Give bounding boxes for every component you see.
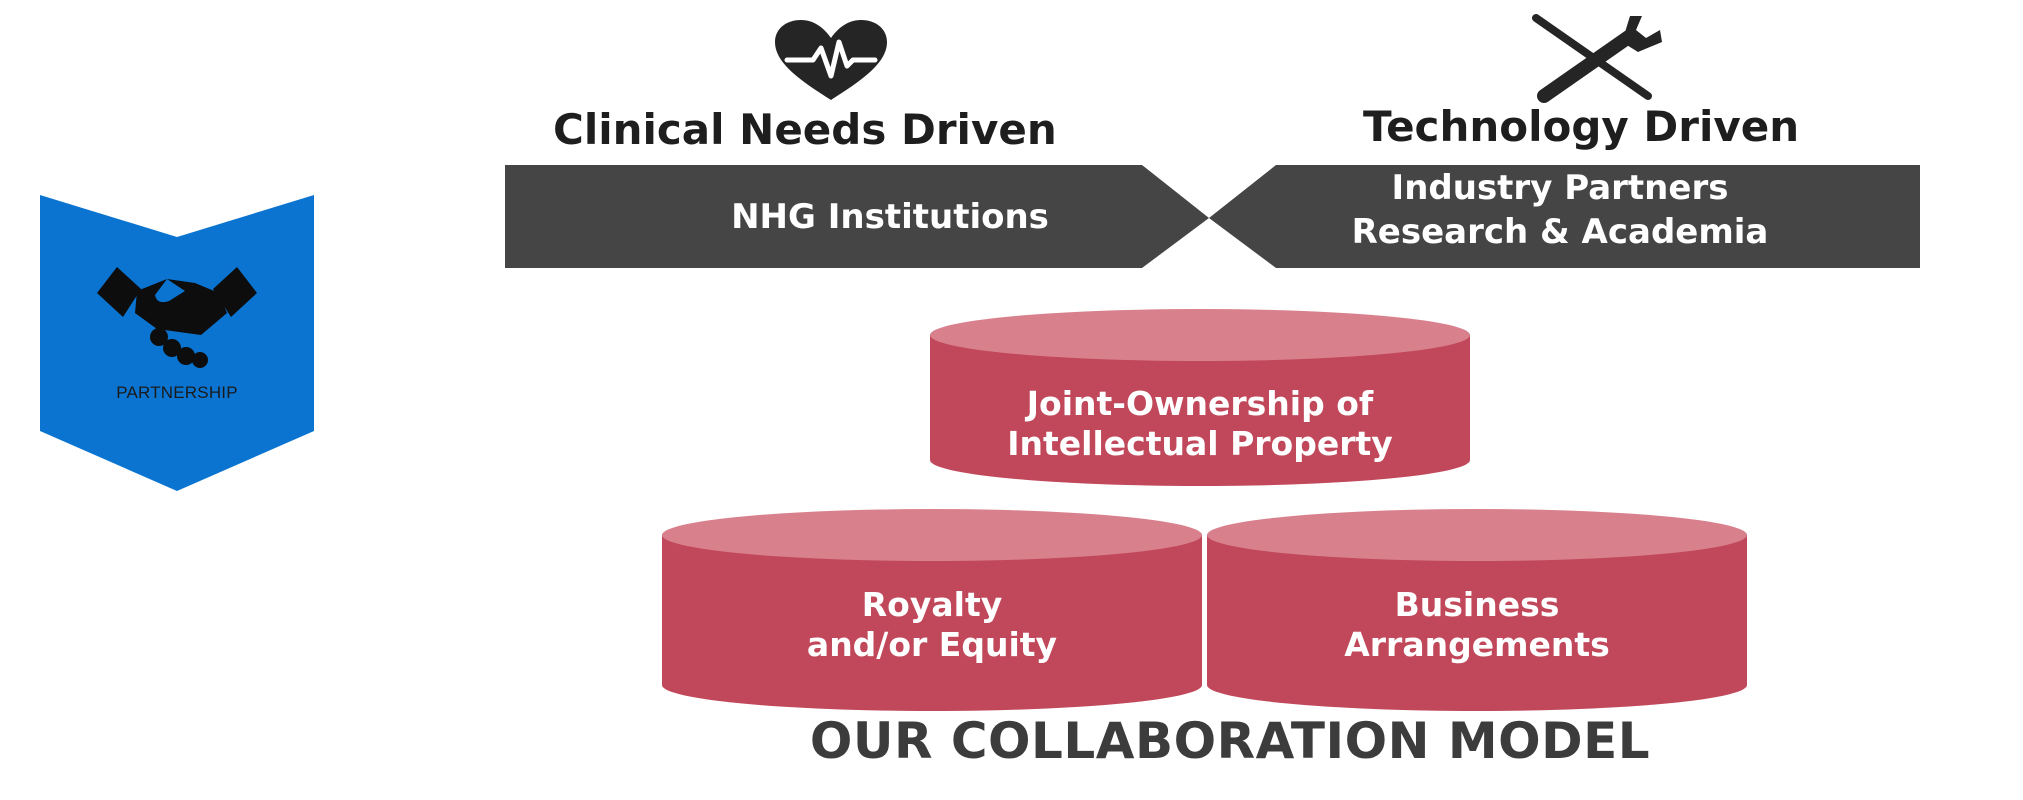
cylinder-left <box>662 509 1202 711</box>
tools-icon <box>1532 14 1662 103</box>
partnership-badge <box>40 195 314 491</box>
technology-heading: Technology Driven <box>1363 102 1800 151</box>
nhg-institutions-label: NHG Institutions <box>731 197 1049 237</box>
handshake-icon <box>97 267 257 368</box>
intellectual-property-line: Intellectual Property <box>1007 424 1393 463</box>
collaboration-model-title: OUR COLLABORATION MODEL <box>809 712 1651 770</box>
cylinder-top <box>930 309 1470 486</box>
royalty-equity-label: Royalty and/or Equity <box>662 585 1202 665</box>
joint-ownership-label: Joint-Ownership of Intellectual Property <box>930 384 1470 464</box>
cylinder-right <box>1207 509 1747 711</box>
royalty-line: Royalty <box>861 585 1003 624</box>
partnership-label: PARTNERSHIP <box>116 383 238 402</box>
industry-partners-label: Industry Partners Research & Academia <box>1260 166 1860 254</box>
heart-pulse-icon <box>775 20 887 100</box>
joint-ownership-line: Joint-Ownership of <box>1026 384 1374 423</box>
business-arrangements-label: Business Arrangements <box>1207 585 1747 665</box>
clinical-needs-heading: Clinical Needs Driven <box>553 105 1057 154</box>
stakeholder-banner <box>505 165 1920 268</box>
arrangements-line: Arrangements <box>1344 625 1610 664</box>
business-line: Business <box>1394 585 1560 624</box>
research-academia-line: Research & Academia <box>1351 212 1769 252</box>
equity-line: and/or Equity <box>806 625 1058 664</box>
industry-partners-line: Industry Partners <box>1391 168 1729 208</box>
